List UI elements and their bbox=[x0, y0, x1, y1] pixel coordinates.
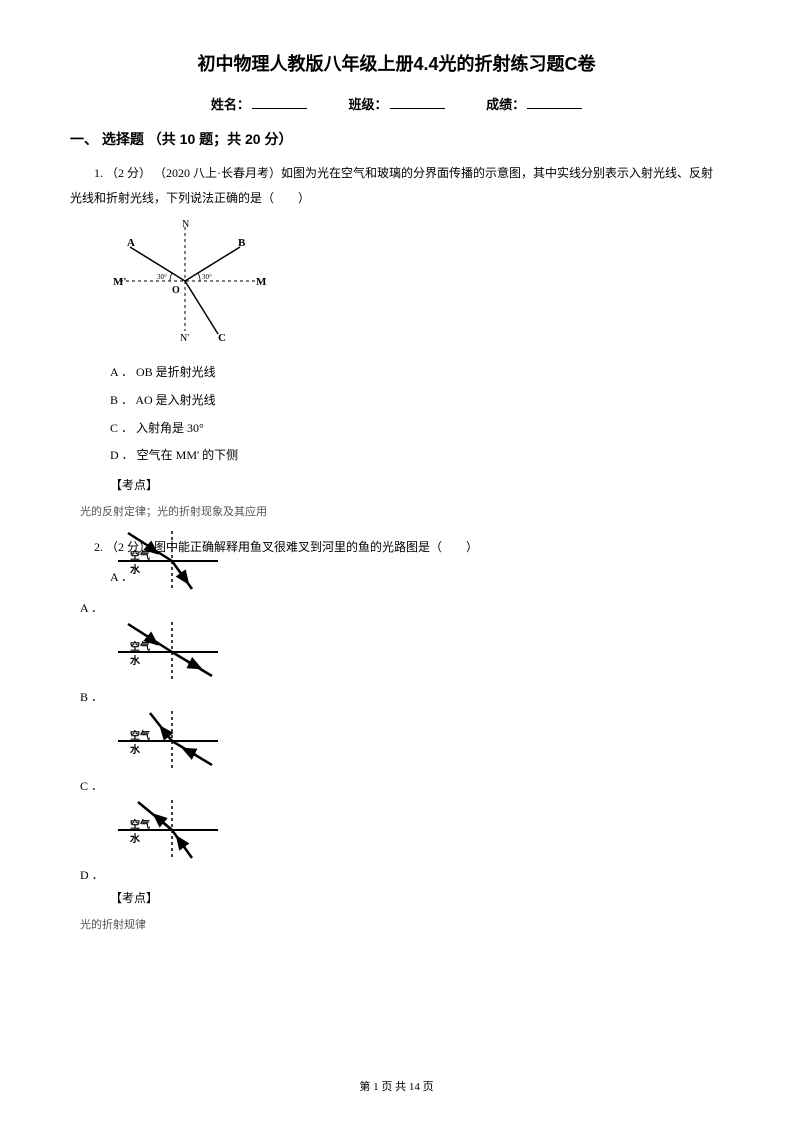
svg-text:空气: 空气 bbox=[130, 729, 150, 742]
label-M: M bbox=[256, 276, 267, 288]
q2-opt-a-letter: A ． bbox=[80, 599, 723, 616]
page-title: 初中物理人教版八年级上册4.4光的折射练习题C卷 bbox=[70, 50, 723, 76]
q2-kaodian-label: 【考点】 bbox=[110, 889, 723, 906]
angle-right: 30° bbox=[202, 273, 212, 281]
label-A: A bbox=[127, 237, 135, 249]
q2-diagram-b: 空气 水 bbox=[110, 618, 225, 686]
question-1-text: 1. （2 分） （2020 八上·长春月考）如图为光在空气和玻璃的分界面传播的… bbox=[70, 161, 723, 211]
angle-left: 30° bbox=[157, 273, 167, 281]
q2-diagram-d: 空气 水 bbox=[110, 796, 225, 864]
q1-kaodian-text: 光的反射定律；光的折射现象及其应用 bbox=[80, 503, 723, 519]
q2-kaodian-text: 光的折射规律 bbox=[80, 916, 723, 932]
name-label: 姓名： bbox=[211, 97, 250, 112]
svg-text:空气: 空气 bbox=[130, 549, 150, 562]
svg-text:水: 水 bbox=[129, 832, 141, 845]
svg-text:水: 水 bbox=[129, 563, 141, 576]
page-footer: 第 1 页 共 14 页 bbox=[0, 1078, 793, 1094]
svg-text:水: 水 bbox=[129, 654, 141, 667]
q1-option-d: D ． 空气在 MM' 的下侧 bbox=[110, 442, 723, 470]
name-blank[interactable] bbox=[252, 108, 307, 109]
class-blank[interactable] bbox=[390, 108, 445, 109]
q2-opt-c-letter: C ． bbox=[80, 777, 723, 794]
section-title: 选择题 bbox=[102, 131, 144, 147]
label-B: B bbox=[238, 237, 246, 249]
label-Nprime: N' bbox=[180, 333, 189, 344]
q1-kaodian-label: 【考点】 bbox=[110, 476, 723, 493]
label-O: O bbox=[172, 285, 180, 296]
q1-option-b: B ． AO 是入射光线 bbox=[110, 387, 723, 415]
q1-option-c: C ． 入射角是 30° bbox=[110, 415, 723, 443]
svg-text:空气: 空气 bbox=[130, 818, 150, 831]
score-label: 成绩： bbox=[486, 97, 525, 112]
q1-option-a: A ． OB 是折射光线 bbox=[110, 359, 723, 387]
label-Mprime: M' bbox=[113, 276, 126, 288]
q2-opt-b-letter: B ． bbox=[80, 688, 723, 705]
score-blank[interactable] bbox=[527, 108, 582, 109]
svg-text:空气: 空气 bbox=[130, 640, 150, 653]
q2-opt-d-letter: D ． bbox=[80, 866, 723, 883]
label-C: C bbox=[218, 332, 226, 344]
q2-diagram-c: 空气 水 bbox=[110, 707, 225, 775]
section-number: 一、 bbox=[70, 131, 98, 147]
student-info-row: 姓名： 班级： 成绩： bbox=[70, 94, 723, 113]
section-header: 一、 选择题 （共 10 题；共 20 分） bbox=[70, 129, 723, 149]
svg-text:水: 水 bbox=[129, 743, 141, 756]
section-detail: （共 10 题；共 20 分） bbox=[148, 131, 293, 147]
class-label: 班级： bbox=[348, 97, 387, 112]
q1-diagram: N A B M' M O N' C 30° 30° bbox=[110, 219, 723, 349]
label-N: N bbox=[182, 219, 189, 230]
